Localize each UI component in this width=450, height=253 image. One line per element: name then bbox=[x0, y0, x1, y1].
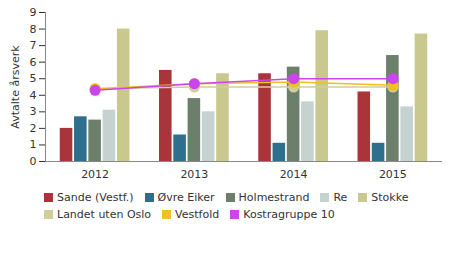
svg-text:2013: 2013 bbox=[180, 168, 208, 181]
svg-text:2015: 2015 bbox=[379, 168, 407, 181]
svg-text:2: 2 bbox=[30, 122, 37, 135]
svg-text:5: 5 bbox=[30, 72, 37, 85]
svg-text:3: 3 bbox=[30, 105, 37, 118]
svg-text:1: 1 bbox=[30, 138, 37, 151]
html-text:Kostragruppe 10: Kostragruppe 10 bbox=[243, 208, 335, 221]
html-text:Øvre Eiker: Øvre Eiker bbox=[157, 191, 215, 204]
svg-text:0: 0 bbox=[30, 155, 37, 168]
svg-text:6: 6 bbox=[30, 56, 37, 69]
html-text:Sande (Vestf.): Sande (Vestf.) bbox=[57, 191, 134, 204]
svg-text:2012: 2012 bbox=[81, 168, 109, 181]
svg-text:Avtalte årsverk: Avtalte årsverk bbox=[9, 45, 22, 129]
svg-text:7: 7 bbox=[30, 39, 37, 52]
svg-text:2014: 2014 bbox=[280, 168, 308, 181]
html-text:Holmestrand: Holmestrand bbox=[238, 191, 310, 204]
svg-text:4: 4 bbox=[30, 89, 37, 102]
html-text:Landet uten Oslo: Landet uten Oslo bbox=[57, 208, 152, 221]
html-text:Stokke: Stokke bbox=[371, 191, 409, 204]
html-text:Vestfold: Vestfold bbox=[175, 208, 220, 221]
svg-text:8: 8 bbox=[30, 23, 37, 36]
svg-text:9: 9 bbox=[30, 6, 37, 19]
html-text:Re: Re bbox=[333, 191, 348, 204]
